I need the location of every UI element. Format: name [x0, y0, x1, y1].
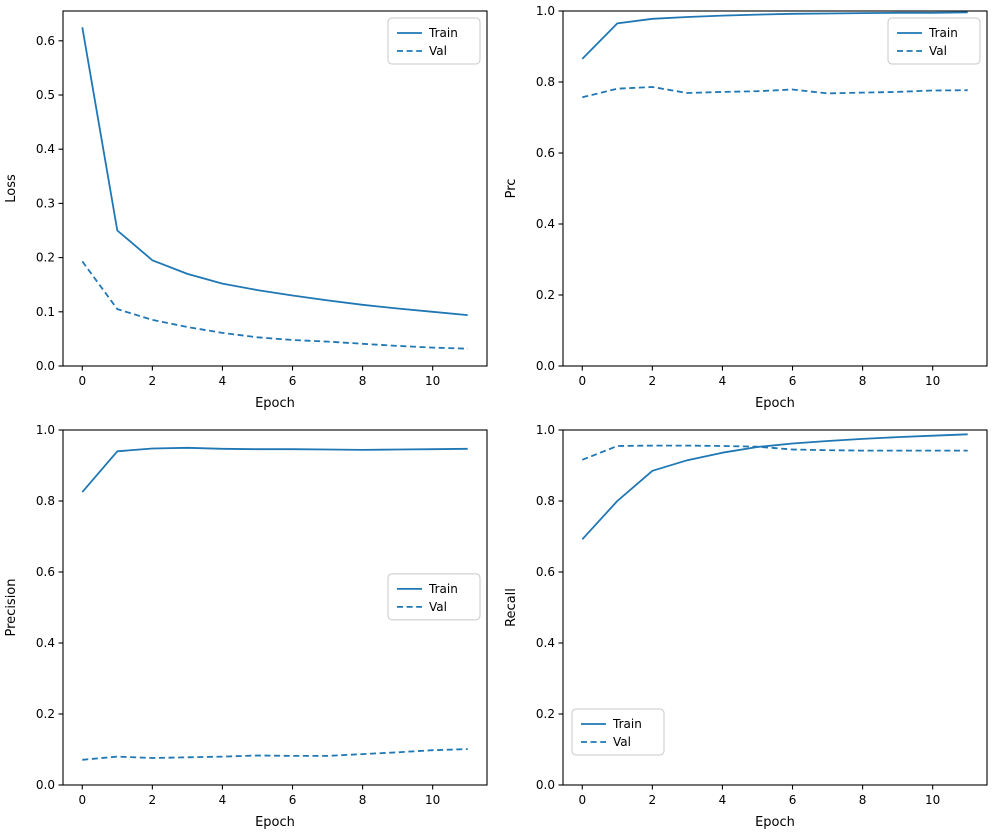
- y-axis-label: Precision: [4, 578, 19, 636]
- x-tick-label: 8: [359, 793, 367, 807]
- x-axis-label: Epoch: [755, 815, 795, 830]
- y-tick-label: 0.3: [36, 196, 55, 210]
- y-tick-label: 0.5: [36, 88, 55, 102]
- x-tick-label: 10: [925, 793, 940, 807]
- y-tick-label: 0.0: [36, 359, 55, 373]
- x-tick-label: 4: [219, 793, 227, 807]
- y-tick-label: 0.4: [36, 636, 55, 650]
- x-tick-label: 10: [425, 374, 440, 388]
- y-tick-label: 0.0: [536, 778, 555, 792]
- y-tick-label: 0.0: [536, 359, 555, 373]
- legend-label-val: Val: [429, 44, 447, 58]
- y-tick-label: 0.6: [36, 34, 55, 48]
- chart-precision: 0 2 4 6 8 10 0.0 0.2 0.4 0.6 0.8 1.0 Epoch Precision T…: [0, 419, 500, 838]
- legend-label-val: Val: [613, 735, 631, 749]
- y-tick-label: 0.6: [536, 565, 555, 579]
- axes-frame: [562, 10, 988, 367]
- legend-label-train: Train: [428, 582, 458, 596]
- legend-box: [571, 708, 665, 756]
- x-tick-label: 0: [78, 374, 86, 388]
- x-tick-label: 6: [789, 793, 797, 807]
- y-tick-label: 1.0: [536, 423, 555, 437]
- legend-box: [387, 573, 481, 621]
- legend-label-train: Train: [612, 717, 642, 731]
- chart-loss: 0 2 4 6 8 10 0.0 0.1 0.2 0.3 0.4 0.5 0.6 Epoch Loss Tra…: [0, 0, 500, 419]
- series-line-train: [81, 27, 468, 316]
- legend-label-train: Train: [428, 26, 458, 40]
- y-axis-label: Recall: [504, 588, 519, 627]
- x-tick-label: 4: [719, 374, 727, 388]
- series-line-val: [81, 260, 468, 350]
- axes-frame: [62, 10, 488, 367]
- legend-label-val: Val: [429, 600, 447, 614]
- series-line-train: [81, 446, 468, 493]
- x-tick-label: 8: [859, 374, 867, 388]
- series-line-val: [582, 86, 968, 99]
- x-tick-label: 10: [425, 793, 440, 807]
- y-tick-label: 0.2: [536, 707, 555, 721]
- y-tick-label: 1.0: [536, 4, 555, 18]
- series-line-val: [581, 444, 968, 461]
- y-tick-label: 0.8: [36, 494, 55, 508]
- y-tick-label: 1.0: [36, 423, 55, 437]
- x-tick-label: 8: [359, 374, 367, 388]
- x-tick-label: 2: [149, 374, 157, 388]
- x-tick-label: 4: [219, 374, 227, 388]
- y-tick-label: 0.0: [36, 778, 55, 792]
- y-tick-label: 0.2: [36, 251, 55, 265]
- y-tick-label: 0.6: [536, 146, 555, 160]
- chart-recall: 0 2 4 6 8 10 0.0 0.2 0.4 0.6 0.8 1.0 Epoch Recall Trai…: [500, 419, 1000, 838]
- series-line-train: [581, 433, 968, 540]
- legend-box: [887, 17, 981, 65]
- x-tick-label: 2: [649, 793, 657, 807]
- y-axis-label: Loss: [4, 174, 19, 203]
- y-tick-label: 0.2: [536, 288, 555, 302]
- chart-prc: 0 2 4 6 8 10 0.0 0.2 0.4 0.6 0.8 1.0 Epoch Prc Train Va…: [500, 0, 1000, 419]
- x-axis-label: Epoch: [255, 815, 295, 830]
- y-axis-label: Prc: [504, 179, 519, 199]
- x-axis-label: Epoch: [755, 396, 795, 411]
- y-tick-label: 0.4: [536, 636, 555, 650]
- x-tick-label: 0: [578, 793, 586, 807]
- y-tick-label: 0.1: [36, 305, 55, 319]
- y-tick-label: 0.6: [36, 565, 55, 579]
- x-tick-label: 2: [149, 793, 157, 807]
- x-tick-label: 0: [78, 793, 86, 807]
- x-tick-label: 0: [578, 374, 586, 388]
- x-tick-label: 6: [289, 793, 297, 807]
- x-axis-label: Epoch: [255, 396, 295, 411]
- x-tick-label: 6: [789, 374, 797, 388]
- x-tick-label: 10: [925, 374, 940, 388]
- y-tick-label: 0.8: [536, 75, 555, 89]
- x-tick-label: 8: [859, 793, 867, 807]
- legend-box: [387, 17, 481, 65]
- y-tick-label: 0.4: [36, 142, 55, 156]
- x-tick-label: 6: [289, 374, 297, 388]
- legend-label-val: Val: [929, 44, 947, 58]
- y-tick-label: 0.2: [36, 707, 55, 721]
- x-tick-label: 4: [719, 793, 727, 807]
- legend-label-train: Train: [928, 26, 958, 40]
- x-tick-label: 2: [649, 374, 657, 388]
- y-tick-label: 0.8: [536, 494, 555, 508]
- series-line-train: [581, 11, 968, 60]
- y-tick-label: 0.4: [536, 217, 555, 231]
- series-line-val: [82, 748, 468, 761]
